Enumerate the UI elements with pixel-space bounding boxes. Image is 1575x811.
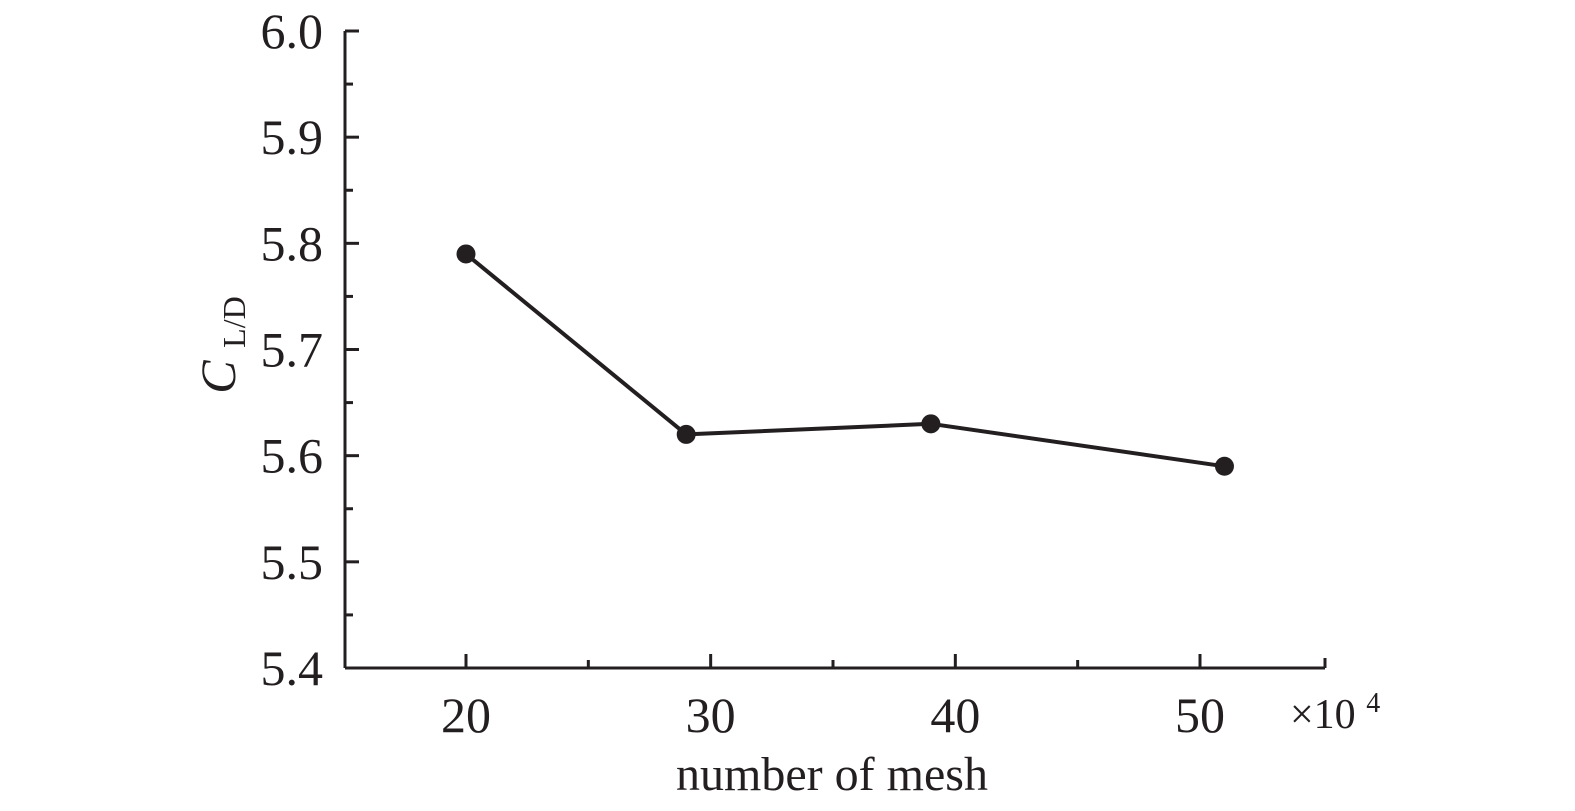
y-axis-title-sub: L/D xyxy=(216,296,252,348)
y-axis-title-main: C xyxy=(190,360,246,394)
y-tick-label: 5.7 xyxy=(261,322,324,378)
series-line xyxy=(464,252,1225,469)
series xyxy=(456,244,1234,476)
x-axis-multiplier-base: ×10 xyxy=(1290,692,1356,738)
axes xyxy=(343,31,1325,670)
x-ticks: 20 30 40 50 xyxy=(441,654,1327,743)
y-tick-label: 5.4 xyxy=(261,640,324,696)
y-ticks: 5.4 5.5 5.6 5.7 5.8 5.9 6.0 xyxy=(261,3,359,696)
data-point xyxy=(456,244,476,264)
data-point xyxy=(1214,456,1234,476)
y-axis-title: C L/D xyxy=(190,296,252,393)
y-tick-label: 6.0 xyxy=(261,3,324,59)
data-point xyxy=(921,414,941,434)
y-tick-label: 5.5 xyxy=(261,534,324,590)
x-tick-label: 30 xyxy=(686,687,736,743)
x-axis-title: number of mesh xyxy=(676,748,988,801)
x-tick-label: 40 xyxy=(930,687,980,743)
y-tick-label: 5.9 xyxy=(261,109,324,165)
x-axis-multiplier: ×10 4 xyxy=(1290,688,1380,738)
y-tick-label: 5.6 xyxy=(261,428,324,484)
x-tick-label: 50 xyxy=(1175,687,1225,743)
x-axis-multiplier-exponent: 4 xyxy=(1366,688,1380,719)
x-tick-label: 20 xyxy=(441,687,491,743)
y-tick-label: 5.8 xyxy=(261,215,324,271)
data-point xyxy=(676,424,696,444)
